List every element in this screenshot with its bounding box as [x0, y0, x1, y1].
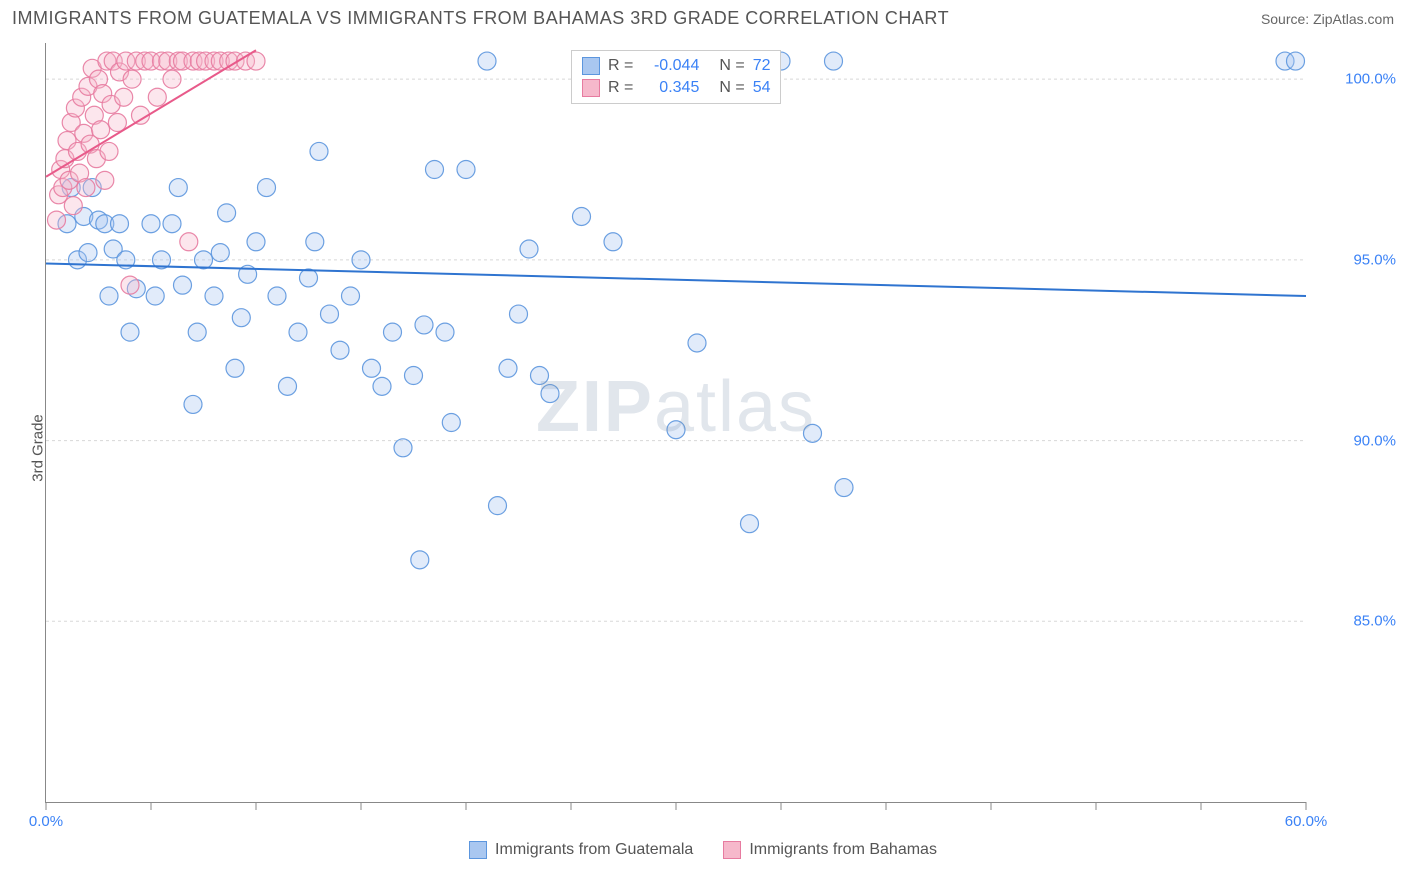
legend-swatch	[723, 841, 741, 859]
header: IMMIGRANTS FROM GUATEMALA VS IMMIGRANTS …	[0, 0, 1406, 33]
r-value: -0.044	[641, 57, 699, 75]
correlation-legend: R = -0.044 N = 72 R = 0.345 N = 54	[571, 50, 781, 104]
legend-label: Immigrants from Guatemala	[495, 841, 693, 859]
n-label: N =	[719, 57, 744, 75]
y-tick-label: 95.0%	[1353, 251, 1396, 268]
bottom-legend: Immigrants from Guatemala Immigrants fro…	[0, 841, 1406, 859]
legend-series-1: Immigrants from Guatemala	[469, 841, 693, 859]
source-label: Source: ZipAtlas.com	[1261, 11, 1394, 27]
chart-title: IMMIGRANTS FROM GUATEMALA VS IMMIGRANTS …	[12, 8, 949, 29]
y-tick-label: 85.0%	[1353, 613, 1396, 630]
x-tick-label: 0.0%	[29, 813, 63, 830]
r-label: R =	[608, 57, 633, 75]
r-label: R =	[608, 79, 633, 97]
plot-area: ZIPatlas 85.0%90.0%95.0%100.0%0.0%60.0%R…	[45, 43, 1306, 803]
legend-series-2: Immigrants from Bahamas	[723, 841, 937, 859]
legend-row: R = -0.044 N = 72	[582, 55, 770, 77]
x-tick-label: 60.0%	[1285, 813, 1328, 830]
n-value: 54	[753, 79, 771, 97]
chart-container: 3rd Grade ZIPatlas 85.0%90.0%95.0%100.0%…	[0, 33, 1406, 863]
n-value: 72	[753, 57, 771, 75]
y-tick-label: 100.0%	[1345, 71, 1396, 88]
legend-label: Immigrants from Bahamas	[749, 841, 937, 859]
y-axis-title: 3rd Grade	[29, 414, 46, 482]
legend-row: R = 0.345 N = 54	[582, 77, 770, 99]
n-label: N =	[719, 79, 744, 97]
y-tick-label: 90.0%	[1353, 432, 1396, 449]
r-value: 0.345	[641, 79, 699, 97]
legend-swatch	[582, 79, 600, 97]
legend-swatch	[469, 841, 487, 859]
legend-swatch	[582, 57, 600, 75]
scatter-plot-svg	[46, 43, 1306, 802]
